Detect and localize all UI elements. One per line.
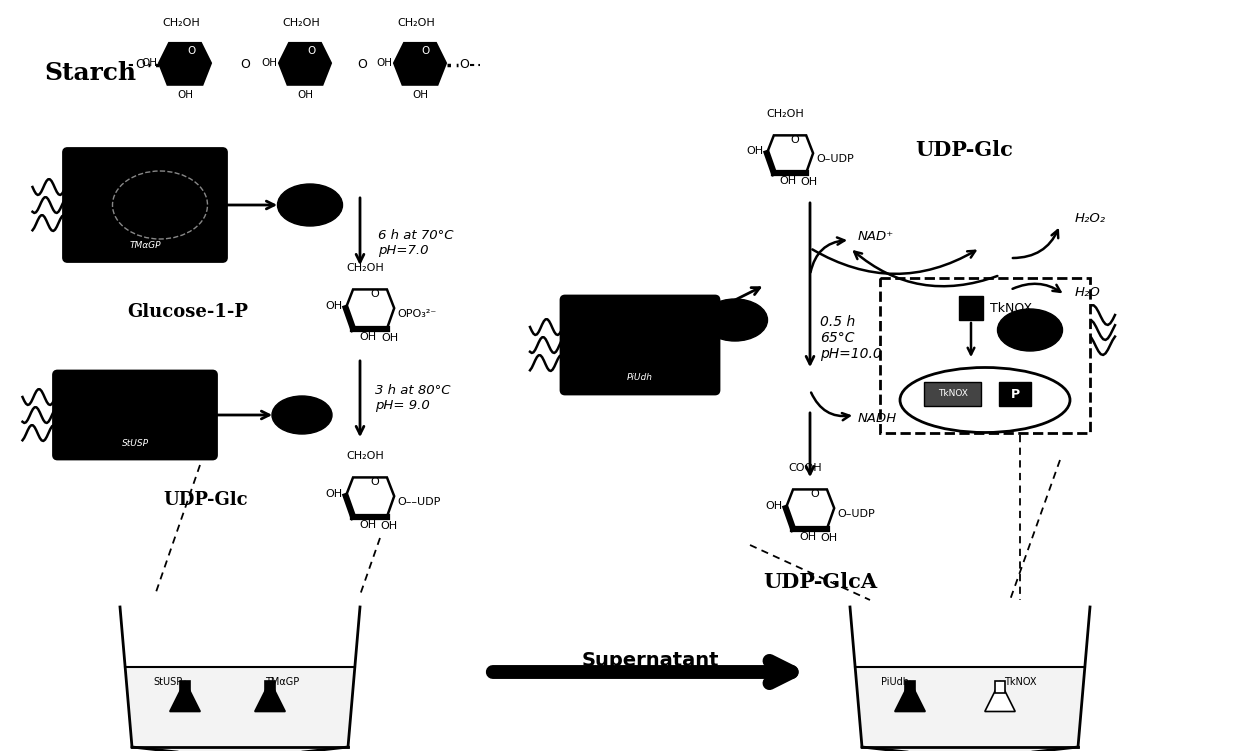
FancyBboxPatch shape [959,296,983,320]
Text: OH: OH [141,58,157,68]
Text: PiUdh: PiUdh [627,373,653,382]
Text: 6 h at 70°C
pH=7.0: 6 h at 70°C pH=7.0 [378,229,454,257]
FancyBboxPatch shape [880,278,1090,433]
Polygon shape [180,681,190,692]
Text: StUSP: StUSP [122,439,149,448]
Text: Supernatant: Supernatant [582,650,719,669]
Text: PiUdh: PiUdh [880,677,909,687]
Text: OH: OH [326,301,342,311]
Polygon shape [985,681,1016,711]
Text: TkNOX: TkNOX [939,390,968,399]
Text: CH₂OH: CH₂OH [162,18,200,28]
Text: UDP-Glc: UDP-Glc [915,140,1013,160]
Polygon shape [346,289,394,329]
Polygon shape [766,135,813,173]
Text: 3 h at 80°C
pH= 9.0: 3 h at 80°C pH= 9.0 [374,384,450,412]
Text: H₂O₂: H₂O₂ [1075,212,1106,225]
Polygon shape [346,478,394,517]
Text: O––UDP: O––UDP [397,496,440,507]
Polygon shape [170,681,200,711]
Polygon shape [786,490,835,529]
Text: CH₂OH: CH₂OH [766,110,805,119]
Text: OPO₃²⁻: OPO₃²⁻ [397,309,436,318]
FancyBboxPatch shape [63,149,227,261]
Text: UDP-GlcA: UDP-GlcA [763,572,877,592]
Text: O: O [357,59,367,71]
Text: OH: OH [800,177,817,187]
Text: Starch: Starch [43,61,136,85]
Text: UDP-Glc: UDP-Glc [164,491,248,509]
Text: COOH: COOH [789,463,822,473]
Polygon shape [394,43,446,85]
Text: O: O [371,289,379,300]
Text: OH: OH [326,489,342,499]
Text: OH: OH [177,89,193,100]
Polygon shape [159,43,211,85]
Text: OH: OH [260,58,277,68]
Text: OH: OH [412,89,428,100]
Polygon shape [265,681,275,692]
Text: NAD⁺: NAD⁺ [858,231,894,243]
Text: TMαGP: TMαGP [129,241,161,250]
Polygon shape [254,681,285,711]
Polygon shape [125,667,355,751]
Polygon shape [996,681,1004,692]
Polygon shape [856,667,1085,751]
Text: O: O [306,46,315,56]
Text: O: O [371,478,379,487]
Ellipse shape [278,184,342,226]
Text: CH₂OH: CH₂OH [397,18,435,28]
Ellipse shape [703,299,768,341]
Text: O: O [422,46,430,56]
Text: H₂O: H₂O [1075,286,1101,300]
Polygon shape [895,681,925,711]
Text: O: O [811,490,820,499]
Ellipse shape [272,396,332,434]
Text: CH₂OH: CH₂OH [346,451,384,461]
Text: OH: OH [381,521,398,531]
Text: O–UDP: O–UDP [816,153,854,164]
Text: OH: OH [298,89,312,100]
Text: OH: OH [360,332,376,342]
Text: OH: OH [746,146,764,156]
Text: OH: OH [376,58,392,68]
Text: O: O [241,59,250,71]
Text: 0.5 h
65°C
pH=10.0: 0.5 h 65°C pH=10.0 [820,315,882,361]
FancyBboxPatch shape [53,371,217,459]
Text: OH: OH [779,176,796,185]
FancyBboxPatch shape [999,382,1030,406]
Text: OH: OH [765,501,782,511]
FancyBboxPatch shape [924,382,981,406]
Text: OH: OH [821,533,838,543]
Text: OH: OH [360,520,376,529]
Text: O: O [187,46,195,56]
Text: Glucose-1-P: Glucose-1-P [126,303,248,321]
Text: CH₂OH: CH₂OH [283,18,320,28]
Text: NADH: NADH [858,412,898,424]
Text: StUSP: StUSP [154,677,182,687]
Text: O: O [135,59,145,71]
Polygon shape [279,43,331,85]
Text: CH₂OH: CH₂OH [346,264,384,273]
Text: P: P [1011,388,1019,400]
Text: TkNOX: TkNOX [990,301,1032,315]
Ellipse shape [900,367,1070,433]
Text: TMαGP: TMαGP [265,677,299,687]
Ellipse shape [997,309,1063,351]
Text: O–UDP: O–UDP [837,508,875,519]
Polygon shape [905,681,915,692]
Text: OH: OH [382,333,399,343]
Text: O: O [459,59,469,71]
FancyBboxPatch shape [560,296,719,394]
Text: TkNOX: TkNOX [1003,677,1037,687]
Text: O: O [790,135,799,145]
Text: OH: OH [799,532,816,541]
